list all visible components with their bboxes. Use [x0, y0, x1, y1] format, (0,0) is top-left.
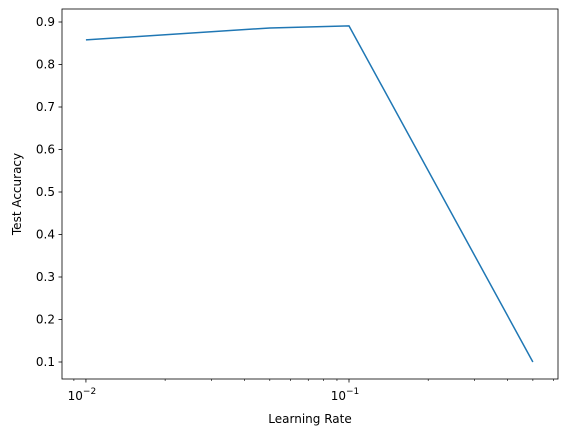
x-tick-base: 10 [331, 389, 346, 403]
x-tick-base: 10 [68, 389, 83, 403]
y-tick-label: 0.6 [36, 143, 55, 157]
y-tick-label: 0.2 [36, 313, 55, 327]
y-tick-label: 0.3 [36, 270, 55, 284]
y-axis-label: Test Accuracy [10, 153, 24, 236]
y-tick-label: 0.4 [36, 228, 55, 242]
x-tick-label: 10−2 [68, 387, 97, 403]
x-tick-exponent: −1 [346, 387, 359, 397]
y-tick-label: 0.7 [36, 100, 55, 114]
x-tick-exponent: −2 [83, 387, 96, 397]
y-tick-label: 0.1 [36, 355, 55, 369]
x-axis-label: Learning Rate [268, 412, 351, 426]
data-line [85, 25, 534, 363]
y-tick-label: 0.5 [36, 185, 55, 199]
x-tick-label: 10−1 [331, 387, 360, 403]
y-tick-label: 0.9 [36, 15, 55, 29]
plot-frame [61, 8, 559, 380]
y-tick-label: 0.8 [36, 58, 55, 72]
